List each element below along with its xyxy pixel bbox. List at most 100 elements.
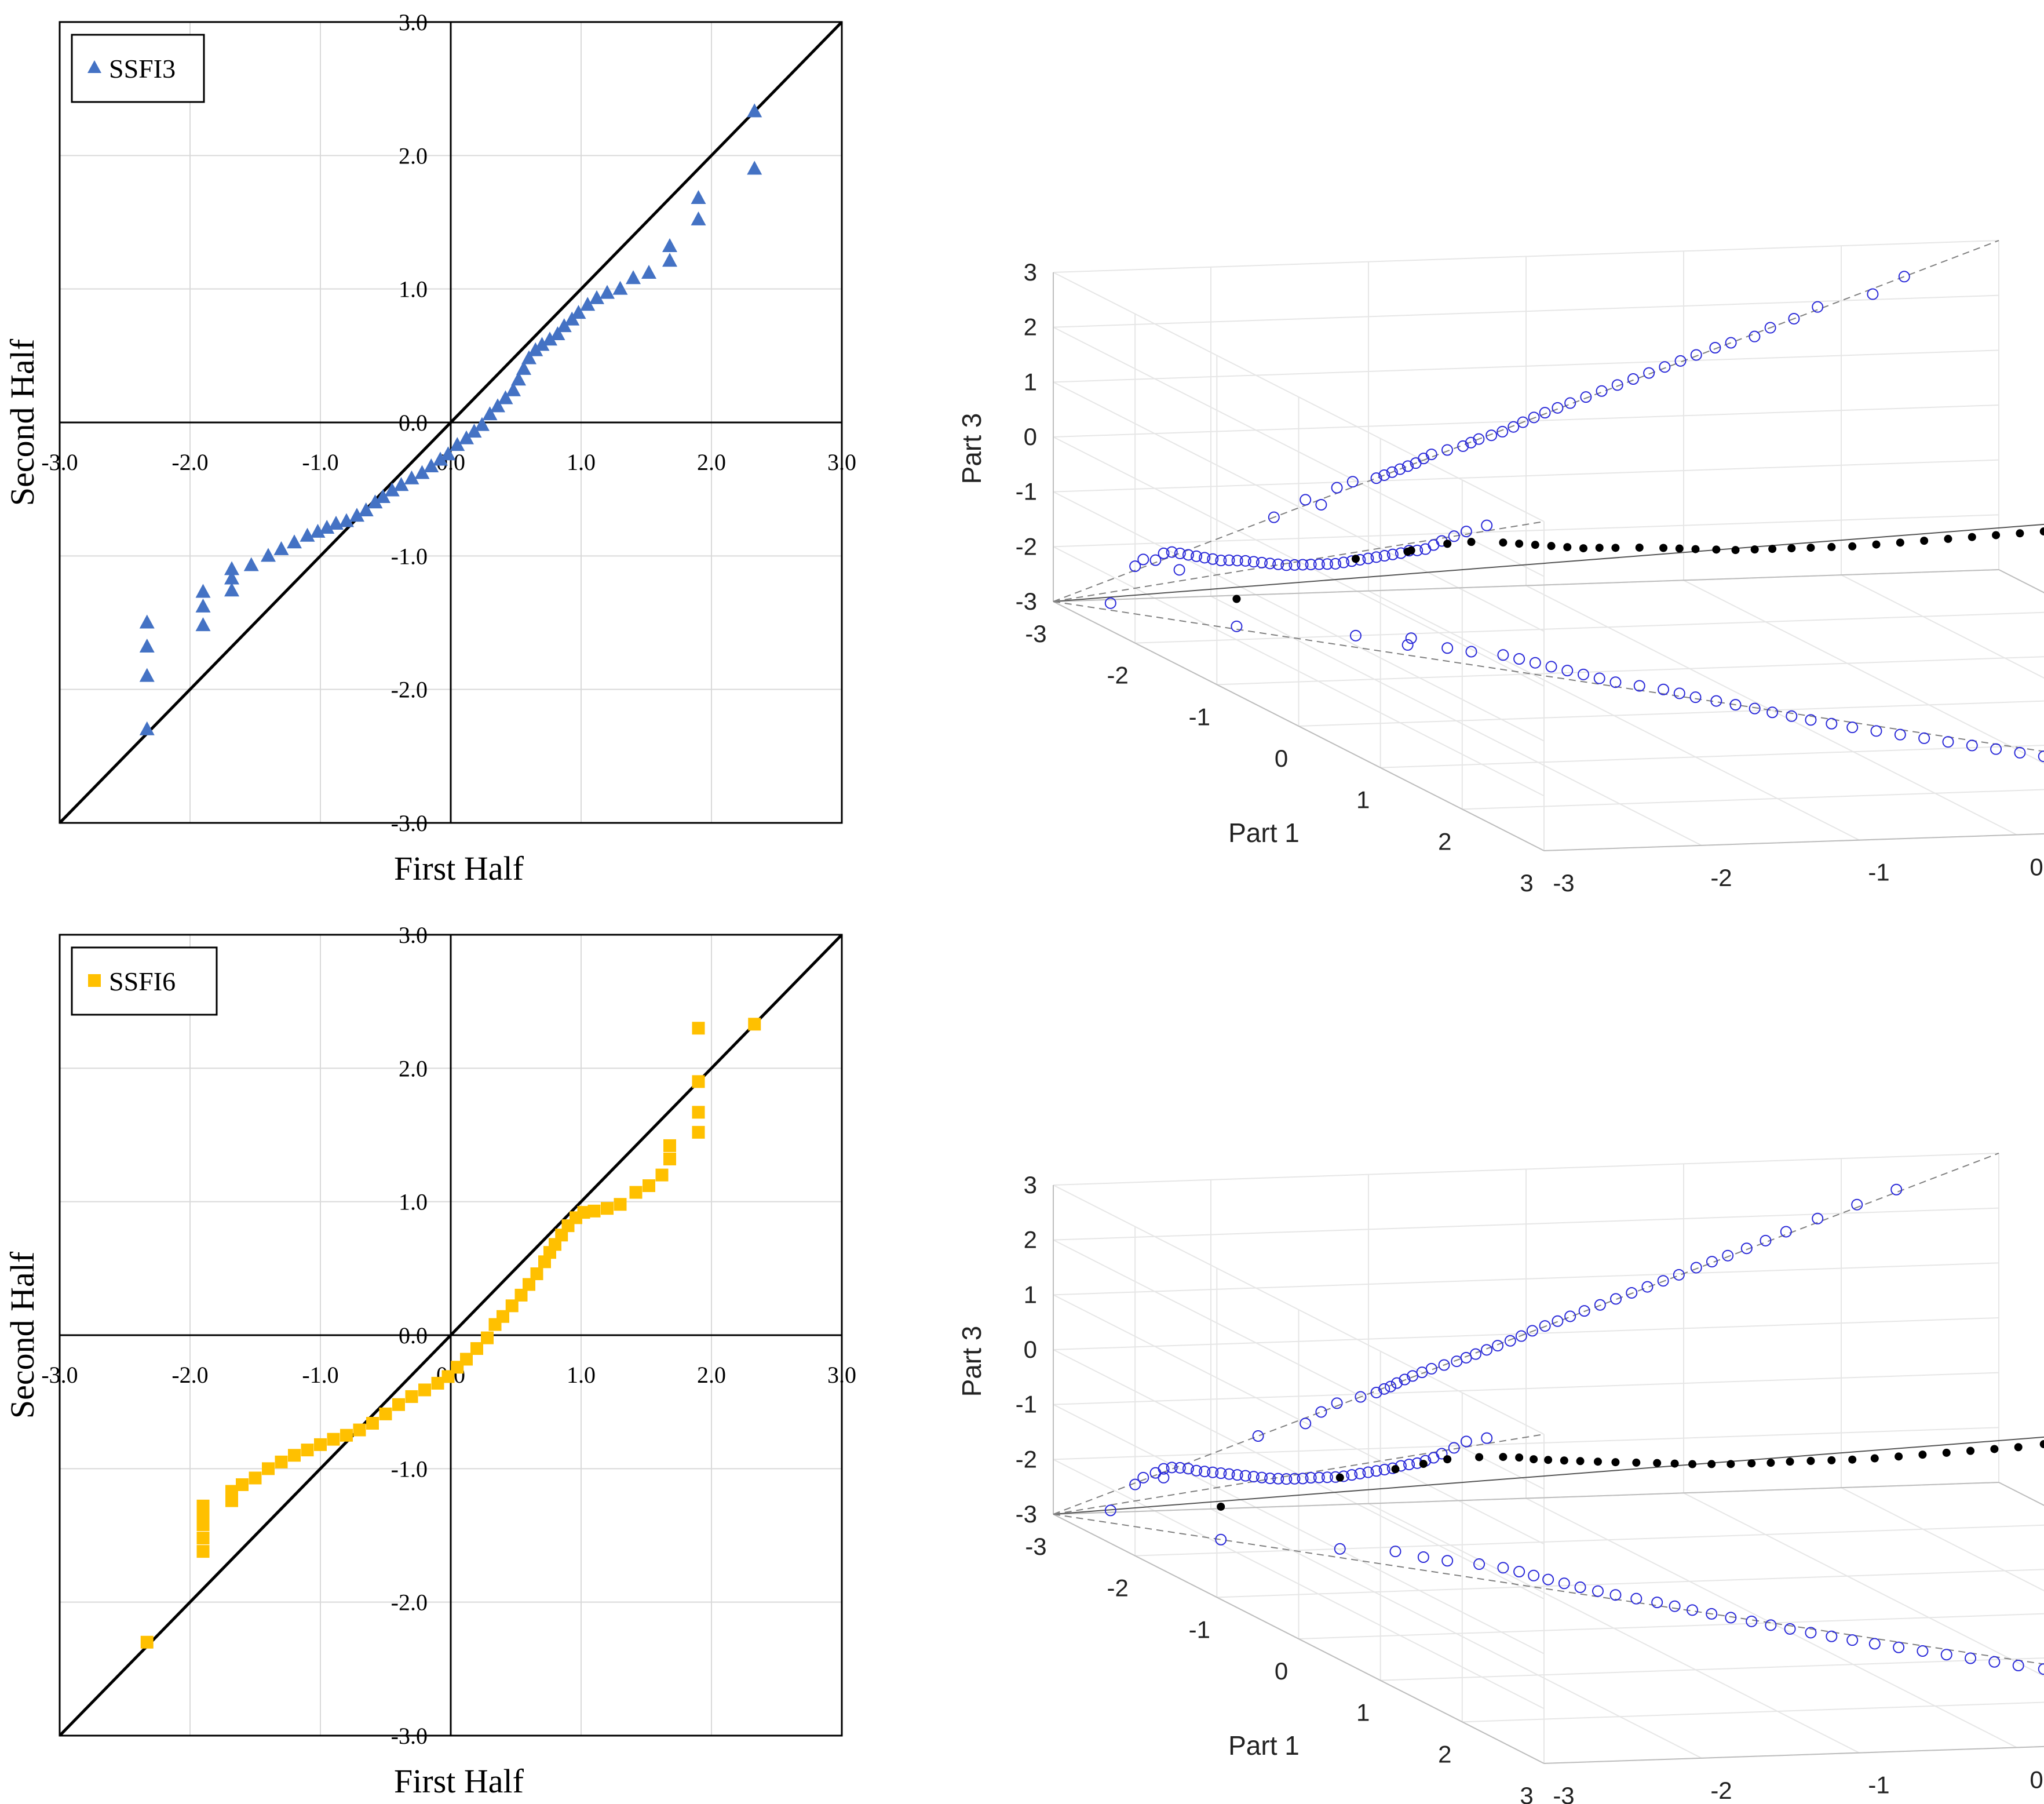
data-point-3d — [1443, 1455, 1452, 1464]
projection-point-xy — [1658, 683, 1670, 695]
projection-point-xz — [1255, 1471, 1268, 1484]
projection-point-yz — [1627, 373, 1639, 385]
data-point-3d — [1990, 1445, 1999, 1453]
projection-point-xz — [1239, 1470, 1251, 1482]
projection-point-yz — [1441, 444, 1453, 456]
data-point-square — [530, 1267, 543, 1281]
projection-point-xy — [1593, 672, 1605, 684]
projection-point-yz — [1552, 402, 1564, 414]
z-tick-label: 3 — [1024, 258, 1037, 286]
projection-point-xz — [1191, 1464, 1203, 1477]
floor-grid-line — [1462, 1701, 2044, 1723]
projection-point-xz — [1370, 1465, 1382, 1477]
projection-point-xz — [1297, 559, 1309, 571]
projection-point-yz — [1457, 440, 1469, 452]
data-point-triangle — [511, 371, 526, 386]
data-point-3d — [1563, 543, 1572, 552]
data-point-triangle — [300, 527, 315, 542]
projection-point-xy — [1786, 710, 1798, 722]
projection-point-xy — [1765, 1619, 1777, 1631]
projection-point-xy — [1729, 699, 1742, 711]
projection-point-yz — [1378, 1383, 1390, 1395]
data-point-3d — [1595, 544, 1604, 552]
projection-point-xy — [1846, 721, 1859, 734]
projection-point-xy — [1687, 1604, 1699, 1616]
x-tick-label: 0 — [1275, 1657, 1288, 1685]
projection-point-xz — [1289, 559, 1301, 571]
projection-point-xz — [1158, 547, 1170, 559]
data-point-3d — [1515, 1453, 1524, 1462]
data-point-square — [314, 1438, 327, 1451]
projection-point-yz — [1173, 564, 1185, 576]
projection-point-yz — [1643, 367, 1655, 379]
projection-point-xz — [1215, 1467, 1227, 1479]
data-point-triangle — [139, 668, 155, 682]
data-point-3d — [1391, 1465, 1400, 1474]
x-tick-label: 1.0 — [567, 1362, 596, 1388]
x-tick-label: -2.0 — [171, 449, 208, 475]
projection-point-xy — [1349, 629, 1362, 642]
z-tick-label: -1 — [1016, 478, 1037, 505]
z-tick-label: 1 — [1024, 1281, 1037, 1308]
projection-point-yz — [1528, 411, 1540, 424]
projection-point-yz — [1346, 476, 1359, 488]
projection-point-xy — [1513, 653, 1525, 665]
data-point-triangle — [521, 350, 536, 365]
projection-point-xz — [1207, 1466, 1219, 1478]
data-point-triangle — [393, 477, 409, 491]
projection-point-xz — [1137, 553, 1149, 566]
data-point-3d — [1766, 1459, 1775, 1467]
floor-grid-line — [1525, 1497, 2017, 1748]
projection-point-yz — [1465, 436, 1477, 449]
projection-point-yz — [1740, 1242, 1753, 1255]
data-point-triangle — [224, 582, 239, 597]
y-tick-label: -1.0 — [391, 543, 428, 569]
data-point-3d — [1747, 1459, 1756, 1468]
data-point-square — [692, 1106, 705, 1119]
data-point-triangle — [375, 489, 390, 503]
data-point-triangle — [273, 541, 289, 555]
x-tick-label: 1 — [1356, 1699, 1370, 1726]
z-tick-label: 2 — [1024, 1226, 1037, 1253]
data-point-square — [614, 1198, 627, 1211]
y-tick-label: 3.0 — [399, 922, 428, 948]
data-point-triangle — [195, 584, 211, 598]
projection-point-xy — [1990, 743, 2002, 755]
projection-point-yz — [1460, 1351, 1472, 1364]
projection-point-yz — [1564, 397, 1576, 409]
data-point-triangle — [261, 548, 276, 562]
box-edge — [1998, 1482, 2044, 1506]
projection-point-xy — [2014, 746, 2026, 759]
data-point-3d — [1547, 542, 1556, 551]
y-tick-label: -3 — [1553, 869, 1574, 892]
data-point-square — [392, 1398, 405, 1411]
projection-point-xy — [2038, 750, 2044, 763]
data-point-3d — [1920, 537, 1929, 545]
x-tick-label: -2 — [1107, 1575, 1128, 1602]
data-point-3d — [1787, 544, 1796, 553]
data-point-square — [692, 1125, 705, 1139]
projection-point-xy — [1784, 1623, 1796, 1635]
projection-point-xz — [1330, 557, 1342, 570]
data-point-3d — [1870, 1454, 1879, 1463]
data-point-3d — [2039, 527, 2044, 536]
data-point-square — [353, 1423, 366, 1437]
data-point-triangle — [662, 253, 677, 267]
projection-point-xz — [1370, 551, 1382, 563]
data-point-3d — [1786, 1457, 1794, 1466]
projection-point-xy — [1965, 1652, 1977, 1664]
projection-point-xz — [1199, 1466, 1211, 1478]
data-point-triangle — [139, 638, 155, 653]
projection-point-yz — [1300, 1417, 1312, 1430]
x-axis-title: First Half — [394, 1762, 524, 1800]
projection-point-xy — [1870, 725, 1882, 737]
data-point-square — [587, 1204, 601, 1218]
x-tick-label: 2 — [1438, 1740, 1451, 1767]
z-tick-label: -1 — [1016, 1391, 1037, 1418]
reference-line-3d — [1053, 1436, 2044, 1515]
projection-point-yz — [1469, 1348, 1481, 1360]
scatter3d-bottom: -3-3-3-2-2-2-1-1-1000111222333Part 1Part… — [950, 913, 2044, 1804]
projection-point-xz — [1305, 559, 1317, 571]
wall-grid-line — [1053, 1153, 1999, 1186]
projection-point-yz — [1385, 1380, 1397, 1393]
